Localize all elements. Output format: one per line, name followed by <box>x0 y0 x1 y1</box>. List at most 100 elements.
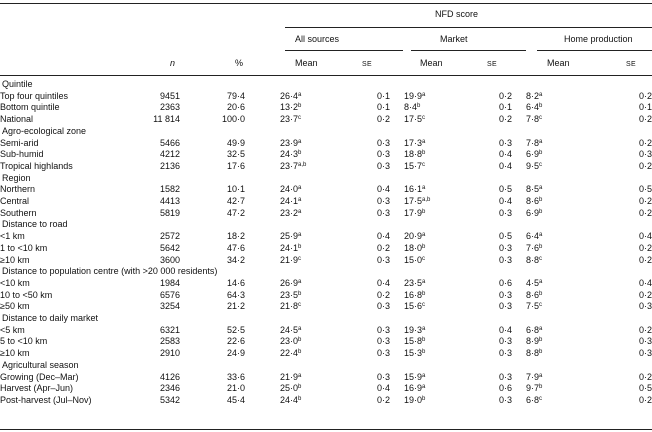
all-se-cell: 0·3 <box>376 160 390 171</box>
market-mean-cell: 16·8b <box>404 289 426 300</box>
home-se-cell: 0·2 <box>639 114 652 125</box>
significance-letter: a <box>539 138 543 145</box>
market-mean-cell: 19·3a <box>404 324 426 335</box>
row-label: ≥50 km <box>0 301 30 312</box>
significance-letter: b <box>298 290 302 297</box>
home-se-cell: 0·2 <box>639 137 652 148</box>
significance-letter: a <box>539 278 543 285</box>
home-se-cell: 0·4 <box>639 277 652 288</box>
home-mean-cell: 8·8b <box>526 348 543 359</box>
market-se-cell: 0·6 <box>498 383 512 394</box>
n-cell: 4212 <box>159 149 180 160</box>
percent-cell: 34·2 <box>226 254 245 265</box>
n-cell: 1582 <box>159 184 180 195</box>
significance-letter: a <box>539 185 543 192</box>
market-mean-cell: 19·9a <box>404 90 426 101</box>
home-se-cell: 0·2 <box>639 371 652 382</box>
n-cell: 4413 <box>159 196 180 207</box>
home-mean-cell: 7·8a <box>526 137 543 148</box>
all-mean-cell: 21·9c <box>280 254 302 265</box>
all-se-cell: 0·2 <box>376 114 390 125</box>
market-se-cell: 0·3 <box>498 371 512 382</box>
market-mean-cell: 15·8b <box>404 336 426 347</box>
section-heading-row: Distance to road <box>0 219 652 231</box>
market-mean-cell: 15·3b <box>404 348 426 359</box>
percent-cell: 21·0 <box>226 383 245 394</box>
market-mean-cell: 15·7c <box>404 160 426 171</box>
all-mean-cell: 24·1b <box>280 242 302 253</box>
significance-letter: b <box>298 337 302 344</box>
table-row: ≥10 km 3600 34·2 21·9c 0·3 15·0c 0·3 8·8c 0·2 <box>0 255 652 267</box>
all-mean-cell: 23·9a <box>280 137 302 148</box>
all-mean-cell: 25·0b <box>280 383 302 394</box>
percent-cell: 100·0 <box>221 114 245 125</box>
n-cell: 2346 <box>159 383 180 394</box>
market-underline <box>411 50 526 51</box>
percent-cell: 21·2 <box>226 301 245 312</box>
home-mean-cell: 6·4a <box>526 231 543 242</box>
significance-letter: b <box>422 349 426 356</box>
market-se-cell: 0·4 <box>498 324 512 335</box>
home-mean-cell: 8·9b <box>526 336 543 347</box>
home-mean-cell: 8·5a <box>526 184 543 195</box>
home-mean-cell: 7·8c <box>526 114 543 125</box>
percent-cell: 20·6 <box>226 102 245 113</box>
significance-letter: a <box>539 91 543 98</box>
all-mean-cell: 13·2b <box>280 102 302 113</box>
market-mean-cell: 15·9a <box>404 371 426 382</box>
table-row: Top four quintiles 9451 79·4 26·4a 0·1 19·9a 0… <box>0 91 652 103</box>
percent-column-header: % <box>235 58 244 68</box>
percent-cell: 79·4 <box>226 90 245 101</box>
home-se-cell: 0·3 <box>639 301 652 312</box>
row-label: Growing (Dec–Mar) <box>0 371 79 382</box>
n-cell: 5642 <box>159 242 180 253</box>
home-mean-cell: 9·5c <box>526 160 543 171</box>
row-label: Sub-humid <box>0 149 44 160</box>
significance-letter: b <box>422 290 426 297</box>
market-se-cell: 0·5 <box>498 184 512 195</box>
table-body: Quintile Top four quintiles 9451 79·4 26·4a 0… <box>0 79 652 407</box>
all-se-cell: 0·2 <box>376 289 390 300</box>
home-mean-cell: 7·9a <box>526 371 543 382</box>
market-mean-header: Mean <box>420 58 443 68</box>
table-row: ≥10 km 2910 24·9 22·4b 0·3 15·3b 0·3 8·8b 0·3 <box>0 348 652 360</box>
all-se-cell: 0·3 <box>376 207 390 218</box>
significance-letter: c <box>539 302 543 309</box>
significance-letter: c <box>422 161 426 168</box>
significance-letter: a <box>539 325 543 332</box>
market-mean-cell: 23·5a <box>404 277 426 288</box>
n-cell: 2363 <box>159 102 180 113</box>
percent-cell: 49·9 <box>226 137 245 148</box>
row-label: <5 km <box>0 324 25 335</box>
n-cell: 11 814 <box>153 114 180 125</box>
home-production-header: Home production <box>564 34 633 44</box>
significance-letter: a <box>422 384 426 391</box>
n-cell: 6321 <box>159 324 180 335</box>
table-row: 1 to <10 km 5642 47·6 24·1b 0·2 18·0b 0·3 7·6b 0… <box>0 243 652 255</box>
table-row: <5 km 6321 52·5 24·5a 0·3 19·3a 0·4 6·8a 0·2 <box>0 325 652 337</box>
n-cell: 2572 <box>159 231 180 242</box>
significance-letter: a <box>422 278 426 285</box>
section-title: Distance to population centre (with >20 … <box>2 266 218 277</box>
home-se-cell: 0·3 <box>639 149 652 160</box>
all-mean-cell: 23·7a,b <box>280 160 307 171</box>
home-se-cell: 0·2 <box>639 289 652 300</box>
significance-letter: c <box>539 255 543 262</box>
section-heading-row: Distance to daily market <box>0 313 652 325</box>
market-mean-cell: 17·5a,b <box>404 196 431 207</box>
all-mean-cell: 24·5a <box>280 324 302 335</box>
all-se-cell: 0·1 <box>376 90 390 101</box>
row-label: 5 to <10 km <box>0 336 48 347</box>
home-production-underline <box>537 50 652 51</box>
table-row: Semi-arid 5466 49·9 23·9a 0·3 17·3a 0·3 7·8a 0·2 <box>0 138 652 150</box>
home-se-cell: 0·5 <box>639 383 652 394</box>
significance-letter: b <box>539 337 543 344</box>
significance-letter: a <box>539 372 543 379</box>
percent-cell: 33·6 <box>226 371 245 382</box>
all-mean-cell: 23·2a <box>280 207 302 218</box>
percent-cell: 18·2 <box>226 231 245 242</box>
market-mean-cell: 16·1a <box>404 184 426 195</box>
home-mean-cell: 8·2a <box>526 90 543 101</box>
market-mean-cell: 18·0b <box>404 242 426 253</box>
row-label: 10 to <50 km <box>0 289 53 300</box>
